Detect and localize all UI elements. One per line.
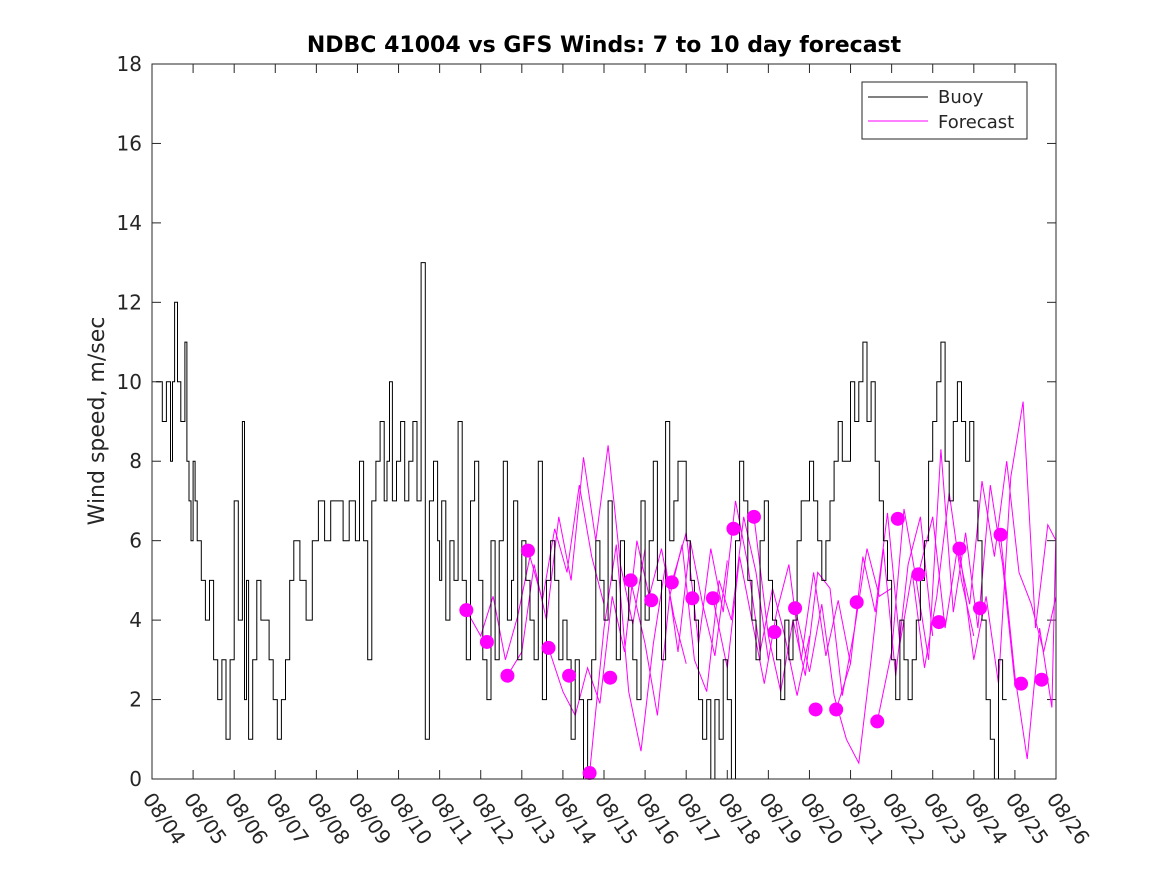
forecast-point xyxy=(520,543,535,558)
forecast-point xyxy=(500,668,515,683)
forecast-point xyxy=(685,591,700,606)
y-tick-label: 0 xyxy=(129,767,142,791)
buoy-line xyxy=(156,262,1007,780)
forecast-trace xyxy=(917,461,1057,653)
forecast-point xyxy=(788,601,803,616)
forecast-point xyxy=(726,521,741,536)
forecast-points xyxy=(459,509,1049,781)
forecast-point xyxy=(1034,672,1049,687)
legend: Buoy Forecast xyxy=(861,81,1028,140)
forecast-point xyxy=(972,601,987,616)
forecast-point xyxy=(931,615,946,630)
forecast-point xyxy=(582,766,597,781)
y-tick-label: 16 xyxy=(117,131,142,155)
y-tick-label: 10 xyxy=(117,370,142,394)
forecast-point xyxy=(479,634,494,649)
forecast-point xyxy=(541,640,556,655)
forecast-point xyxy=(623,573,638,588)
y-tick-label: 4 xyxy=(129,608,142,632)
forecast-point xyxy=(890,511,905,526)
y-tick-label: 12 xyxy=(117,290,142,314)
legend-box xyxy=(861,81,1028,140)
y-axis-label: Wind speed, m/sec xyxy=(85,317,110,526)
y-tick-label: 2 xyxy=(129,688,142,712)
legend-label-forecast: Forecast xyxy=(938,112,1014,133)
forecast-trace xyxy=(548,540,687,717)
y-axis-ticks: 0 2 4 6 8 10 12 14 16 18 xyxy=(117,52,1056,791)
chart-title: NDBC 41004 vs GFS Winds: 7 to 10 day for… xyxy=(307,33,902,58)
buoy-series xyxy=(156,262,1007,780)
forecast-trace xyxy=(958,401,1057,684)
forecast-point xyxy=(562,668,577,683)
legend-label-buoy: Buoy xyxy=(938,87,984,108)
forecast-trace xyxy=(835,492,975,710)
forecast-point xyxy=(870,714,885,729)
y-tick-label: 14 xyxy=(117,211,142,235)
forecast-point xyxy=(603,670,618,685)
axes-box xyxy=(151,63,1057,780)
forecast-point xyxy=(808,702,823,717)
y-tick-label: 18 xyxy=(117,52,142,76)
forecast-trace xyxy=(630,516,769,716)
y-tick-label: 6 xyxy=(129,529,142,553)
forecast-trace xyxy=(506,445,646,676)
forecast-trace xyxy=(794,516,934,765)
forecast-trace xyxy=(589,540,728,774)
y-tick-label: 8 xyxy=(129,449,142,473)
forecast-point xyxy=(459,603,474,618)
forecast-point xyxy=(705,591,720,606)
forecast-point xyxy=(829,702,844,717)
forecast-trace xyxy=(876,449,1016,722)
forecast-trace xyxy=(671,500,810,696)
forecast-point xyxy=(849,595,864,610)
forecast-point xyxy=(1014,676,1029,691)
forecast-point xyxy=(952,541,967,556)
forecast-point xyxy=(644,593,659,608)
forecast-point xyxy=(664,575,679,590)
forecast-point xyxy=(911,567,926,582)
forecast-point xyxy=(993,527,1008,542)
forecast-trace xyxy=(1000,528,1057,760)
forecast-point xyxy=(746,509,761,524)
forecast-point xyxy=(767,625,782,640)
